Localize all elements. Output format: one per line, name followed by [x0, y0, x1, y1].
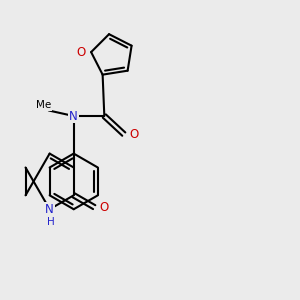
- Text: O: O: [129, 128, 138, 141]
- Text: H: H: [46, 217, 54, 227]
- Text: N: N: [45, 203, 54, 216]
- Text: N: N: [69, 110, 78, 122]
- Text: O: O: [99, 201, 109, 214]
- Text: O: O: [76, 46, 86, 59]
- Text: Me: Me: [36, 100, 51, 110]
